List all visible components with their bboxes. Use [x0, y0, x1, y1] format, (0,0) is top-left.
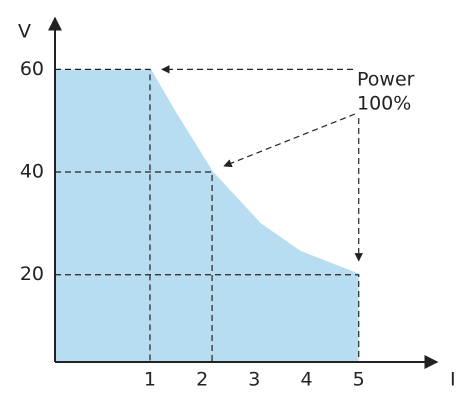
annotation-arrow [223, 113, 356, 168]
area-line [149, 68, 360, 276]
x-tick-label: 4 [300, 369, 312, 391]
area-fill [55, 69, 359, 362]
y-tick-label: 20 [20, 263, 44, 285]
x-tick-label: 5 [353, 369, 365, 391]
x-tick-label: 2 [196, 369, 208, 391]
y-axis-label: V [18, 21, 31, 43]
y-tick-label: 60 [20, 58, 44, 80]
plot-area [55, 68, 360, 362]
y-tick-label: 40 [20, 161, 44, 183]
annotation: 100% [357, 93, 411, 115]
x-tick-label: 3 [248, 369, 260, 391]
x-axis-label: I [450, 369, 456, 391]
guide-line [55, 274, 360, 362]
x-tick-label: 1 [144, 369, 156, 391]
guide-line [55, 171, 213, 362]
annotation: Power [357, 69, 415, 91]
guide-line [55, 68, 151, 362]
